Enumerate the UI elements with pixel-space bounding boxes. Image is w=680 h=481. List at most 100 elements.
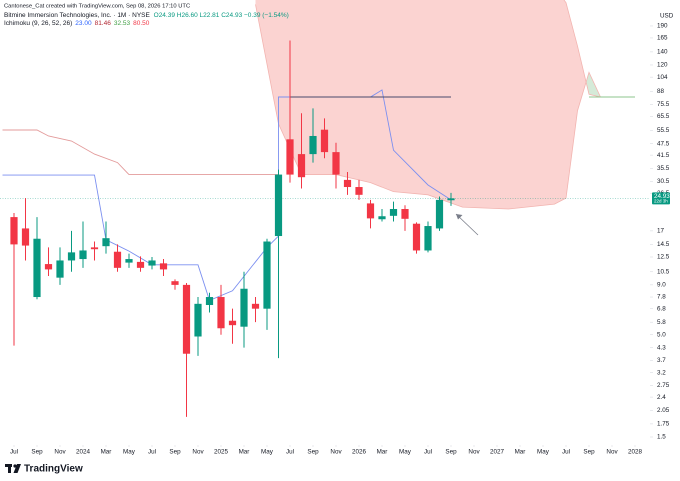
price-badge-label: 24.93 (654, 193, 670, 200)
annotation-arrowhead (456, 214, 463, 220)
cloud-line (563, 0, 635, 98)
y-tick-label: 12.5 (657, 254, 670, 261)
y-tick-label: 10.5 (657, 268, 670, 275)
candle-body (56, 260, 64, 278)
indicator-line (2, 129, 279, 176)
x-tick-label: Nov (330, 449, 342, 456)
candle-body (148, 260, 156, 266)
x-tick-label: 2028 (628, 449, 643, 456)
candle-body (309, 135, 317, 155)
y-tick-label: 55.5 (657, 127, 670, 134)
cloud-segment (566, 2, 578, 199)
candle-body (355, 187, 363, 195)
candle-body (389, 209, 398, 216)
x-tick-label: Jul (424, 449, 432, 456)
cloud-line (255, 4, 635, 210)
candle-body (90, 247, 99, 250)
y-tick-label: 120 (657, 62, 668, 69)
cloud-segment (428, 0, 463, 208)
x-tick-label: Nov (192, 449, 204, 456)
indicator-value: 23.00 (75, 20, 92, 27)
ohlc: O24.39 H26.60 L22.81 C24.93 −0.39 (−1.54… (154, 12, 289, 19)
x-tick-label: 2024 (76, 449, 91, 456)
x-tick-label: Mar (515, 449, 526, 456)
y-tick-label: 104 (657, 74, 668, 81)
candle-body (171, 281, 179, 285)
candle-body (297, 154, 306, 178)
candle-body (251, 303, 260, 309)
y-tick-label: 5.8 (657, 319, 666, 326)
y-tick-label: 3.7 (657, 357, 666, 364)
cloud-segment (586, 72, 589, 95)
candle-body (33, 238, 41, 298)
y-tick-label: 4.3 (657, 344, 666, 351)
indicator-value: 32.53 (114, 20, 131, 27)
candle-body (412, 223, 421, 251)
candle-body (228, 320, 237, 326)
cloud-segment (462, 0, 509, 210)
axes: 190 165 140 120 104 88 75.5 65.5 55.5 47.5 41.5 35.… (10, 23, 670, 456)
candle-body (125, 259, 133, 263)
brand-logo (5, 464, 21, 473)
logo-part (13, 464, 17, 468)
y-tick-label: 140 (657, 49, 668, 56)
y-tick-label: 14.5 (657, 241, 670, 248)
candle-body (182, 284, 191, 354)
indicator-value: 81.46 (95, 20, 112, 27)
symbol: Bitmine Immersion Technologies, Inc. · 1… (4, 12, 150, 19)
legend-symbol: Bitmine Immersion Technologies, Inc. · 1… (4, 12, 289, 19)
candle-body (194, 303, 202, 337)
price-badge (652, 192, 670, 205)
candle-body (447, 198, 455, 201)
candle-body (332, 152, 340, 175)
x-tick-label: 2026 (352, 449, 367, 456)
y-tick-label: 65.5 (657, 113, 670, 120)
candle-body (320, 129, 329, 153)
x-tick-label: Nov (54, 449, 66, 456)
y-tick-label: 3.2 (657, 369, 666, 376)
y-tick-label: 6.8 (657, 305, 666, 312)
y-tick-label: 75.5 (657, 101, 670, 108)
x-tick-label: Mar (239, 449, 250, 456)
x-tick-label: Nov (468, 449, 480, 456)
x-tick-label: Sep (583, 449, 595, 456)
candle-body (10, 217, 18, 245)
candle-body (343, 179, 352, 188)
x-tick-label: Sep (31, 449, 43, 456)
y-tick-label: 47.5 (657, 140, 670, 147)
x-tick-label: Mar (377, 449, 388, 456)
cloud-segment (508, 0, 555, 210)
x-tick-label: May (123, 449, 136, 456)
y-tick-label: 30.5 (657, 178, 670, 185)
candle-body (21, 228, 30, 246)
x-tick-label: Sep (169, 449, 181, 456)
indicator-value: 80.50 (133, 20, 150, 27)
candle-body (102, 238, 110, 247)
y-tick-label: 35.5 (657, 165, 670, 172)
candle-body (401, 209, 409, 219)
x-tick-label: Jul (148, 449, 156, 456)
y-tick-label: 1.5 (657, 434, 666, 441)
candle-body (217, 297, 225, 329)
cloud-segment (370, 0, 394, 192)
cloud-segment (336, 0, 371, 183)
cloud-segment (301, 0, 336, 175)
x-tick-label: May (261, 449, 274, 456)
y-tick-label: 165 (657, 35, 668, 42)
x-tick-label: Nov (606, 449, 618, 456)
x-tick-label: May (537, 449, 550, 456)
legend-indicator: Ichimoku (9, 26, 52, 26) 23.00 81.46 32.53 8… (4, 20, 150, 27)
logo-part (8, 464, 11, 473)
x-tick-label: 2027 (490, 449, 505, 456)
y-tick-label: 9.0 (657, 282, 666, 289)
candle-body (286, 139, 294, 175)
x-tick-label: May (399, 449, 412, 456)
y-tick-label: 5.0 (657, 331, 666, 338)
x-tick-label: Jul (562, 449, 570, 456)
currency: USD (660, 13, 674, 20)
y-tick-label: 17 (657, 228, 665, 235)
candle-body (44, 264, 53, 270)
candle-body (79, 250, 87, 260)
countdown: 22d 3h (654, 198, 668, 203)
